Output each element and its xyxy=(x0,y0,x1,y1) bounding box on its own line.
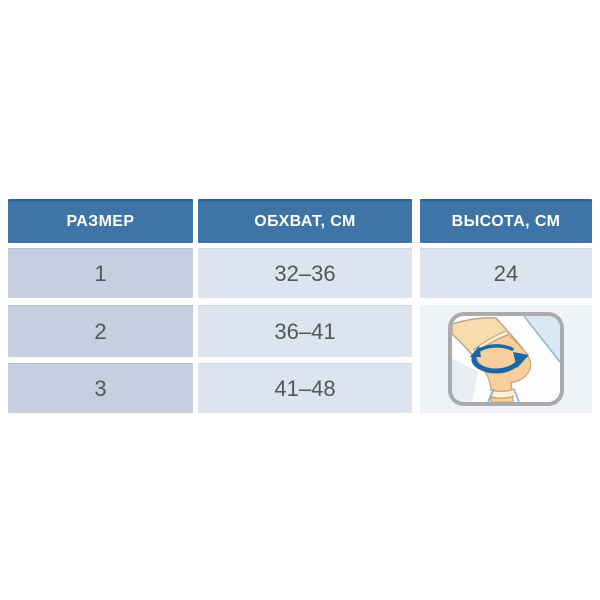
column-header-size: РАЗМЕР xyxy=(8,199,193,243)
cell-height-merged-illustration xyxy=(420,305,592,413)
cell-girth-row3: 41–48 xyxy=(198,363,412,413)
cell-height-row1: 24 xyxy=(420,248,592,298)
size-table: РАЗМЕР ОБХВАТ, СМ ВЫСОТА, СМ 1 32–36 24 … xyxy=(8,199,592,413)
column-header-height: ВЫСОТА, СМ xyxy=(420,199,592,243)
knee-illustration-wrap xyxy=(420,305,592,413)
cell-size-row2: 2 xyxy=(8,305,193,357)
column-header-girth: ОБХВАТ, СМ xyxy=(198,199,412,243)
cell-size-row3: 3 xyxy=(8,363,193,413)
cell-girth-row1: 32–36 xyxy=(198,248,412,298)
cell-size-row1: 1 xyxy=(8,248,193,298)
knee-measurement-illustration xyxy=(448,312,564,406)
cell-girth-row2: 36–41 xyxy=(198,305,412,357)
